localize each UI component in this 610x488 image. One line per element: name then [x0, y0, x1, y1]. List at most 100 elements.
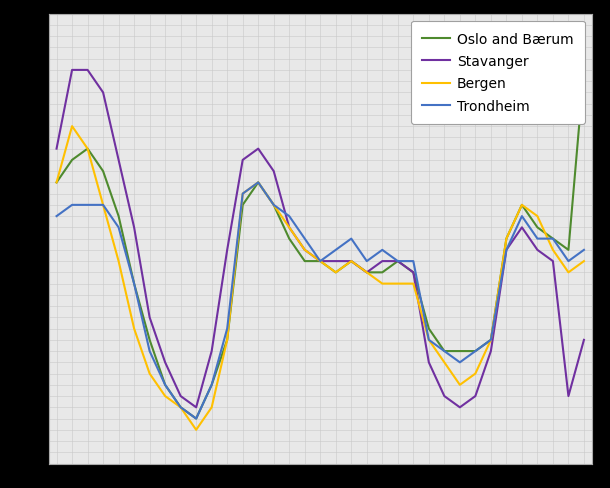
Bergen	[363, 270, 370, 276]
Trondheim	[317, 259, 324, 264]
Stavanger	[53, 146, 60, 152]
Trondheim	[565, 259, 572, 264]
Bergen	[580, 259, 587, 264]
Oslo and Bærum	[348, 259, 355, 264]
Oslo and Bærum	[68, 158, 76, 163]
Stavanger	[99, 90, 107, 96]
Bergen	[131, 326, 138, 332]
Stavanger	[239, 158, 246, 163]
Trondheim	[301, 236, 309, 242]
Stavanger	[348, 259, 355, 264]
Oslo and Bærum	[193, 416, 200, 422]
Bergen	[146, 371, 153, 377]
Oslo and Bærum	[456, 348, 464, 354]
Stavanger	[84, 68, 92, 74]
Trondheim	[332, 247, 339, 253]
Stavanger	[425, 360, 432, 366]
Trondheim	[534, 236, 541, 242]
Bergen	[332, 270, 339, 276]
Trondheim	[162, 382, 169, 388]
Bergen	[487, 337, 495, 343]
Trondheim	[518, 214, 526, 220]
Oslo and Bærum	[379, 270, 386, 276]
Trondheim	[68, 203, 76, 208]
Stavanger	[379, 259, 386, 264]
Line: Trondheim: Trondheim	[57, 183, 584, 419]
Oslo and Bærum	[503, 236, 510, 242]
Stavanger	[270, 169, 278, 175]
Bergen	[177, 405, 184, 410]
Bergen	[440, 360, 448, 366]
Trondheim	[131, 281, 138, 287]
Stavanger	[223, 247, 231, 253]
Bergen	[285, 225, 293, 231]
Oslo and Bærum	[487, 337, 495, 343]
Trondheim	[115, 225, 122, 231]
Bergen	[115, 259, 122, 264]
Stavanger	[549, 259, 556, 264]
Stavanger	[301, 247, 309, 253]
Bergen	[456, 382, 464, 388]
Stavanger	[115, 158, 122, 163]
Oslo and Bærum	[394, 259, 401, 264]
Oslo and Bærum	[549, 236, 556, 242]
Oslo and Bærum	[146, 337, 153, 343]
Trondheim	[363, 259, 370, 264]
Oslo and Bærum	[177, 405, 184, 410]
Stavanger	[534, 247, 541, 253]
Trondheim	[487, 337, 495, 343]
Stavanger	[131, 225, 138, 231]
Bergen	[317, 259, 324, 264]
Oslo and Bærum	[84, 146, 92, 152]
Stavanger	[317, 259, 324, 264]
Trondheim	[239, 191, 246, 197]
Line: Stavanger: Stavanger	[57, 71, 584, 407]
Trondheim	[270, 203, 278, 208]
Stavanger	[285, 225, 293, 231]
Trondheim	[146, 348, 153, 354]
Line: Oslo and Bærum: Oslo and Bærum	[57, 71, 584, 419]
Bergen	[534, 214, 541, 220]
Stavanger	[146, 315, 153, 321]
Stavanger	[580, 337, 587, 343]
Bergen	[193, 427, 200, 433]
Oslo and Bærum	[565, 247, 572, 253]
Trondheim	[394, 259, 401, 264]
Stavanger	[487, 348, 495, 354]
Bergen	[425, 337, 432, 343]
Bergen	[84, 146, 92, 152]
Bergen	[254, 180, 262, 186]
Trondheim	[348, 236, 355, 242]
Stavanger	[363, 270, 370, 276]
Trondheim	[223, 326, 231, 332]
Oslo and Bærum	[239, 203, 246, 208]
Bergen	[348, 259, 355, 264]
Trondheim	[503, 247, 510, 253]
Bergen	[270, 203, 278, 208]
Oslo and Bærum	[131, 281, 138, 287]
Oslo and Bærum	[162, 382, 169, 388]
Trondheim	[456, 360, 464, 366]
Bergen	[223, 337, 231, 343]
Stavanger	[456, 405, 464, 410]
Stavanger	[472, 393, 479, 399]
Trondheim	[177, 405, 184, 410]
Stavanger	[394, 259, 401, 264]
Stavanger	[68, 68, 76, 74]
Bergen	[208, 405, 215, 410]
Oslo and Bærum	[99, 169, 107, 175]
Bergen	[162, 393, 169, 399]
Oslo and Bærum	[285, 236, 293, 242]
Trondheim	[84, 203, 92, 208]
Trondheim	[53, 214, 60, 220]
Oslo and Bærum	[363, 270, 370, 276]
Oslo and Bærum	[53, 180, 60, 186]
Stavanger	[193, 405, 200, 410]
Stavanger	[410, 270, 417, 276]
Oslo and Bærum	[208, 382, 215, 388]
Trondheim	[379, 247, 386, 253]
Oslo and Bærum	[270, 203, 278, 208]
Trondheim	[549, 236, 556, 242]
Trondheim	[410, 259, 417, 264]
Oslo and Bærum	[580, 68, 587, 74]
